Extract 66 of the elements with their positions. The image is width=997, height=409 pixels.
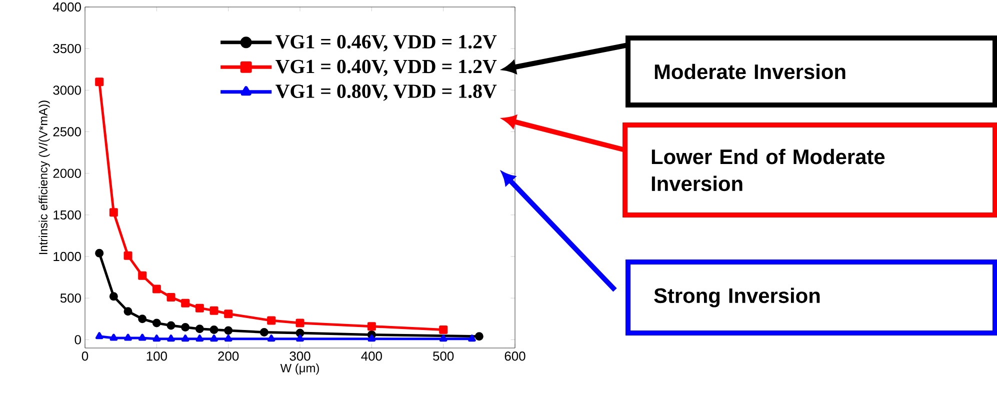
point (181, 298, 190, 308)
point (109, 292, 118, 301)
x-tick-label: 100 (146, 352, 167, 361)
x-tick-label: 300 (290, 352, 310, 361)
y-tick-label: 2500 (53, 127, 81, 136)
point (95, 78, 104, 86)
point (296, 318, 304, 328)
x-tick-label: 200 (218, 352, 239, 361)
point (474, 332, 484, 341)
point (138, 271, 147, 280)
y-tick-label: 0 (74, 335, 81, 344)
point (224, 334, 232, 342)
point (439, 334, 448, 342)
point (95, 332, 104, 340)
y-tick-label: 1500 (54, 210, 81, 220)
y-tick-label: 3000 (53, 86, 81, 95)
point (124, 307, 132, 316)
point (138, 314, 147, 324)
point (296, 328, 304, 338)
point (152, 334, 161, 342)
point (166, 321, 176, 330)
point (210, 325, 218, 334)
point (95, 248, 104, 258)
point (124, 334, 132, 341)
x-tick-label: 0 (82, 352, 88, 361)
point (195, 304, 204, 312)
point (109, 208, 118, 217)
y-axis-title: Intrinsic efficiency (V/(V*mA)) (38, 100, 50, 254)
point (368, 334, 376, 342)
x-tick-label: 500 (433, 352, 454, 361)
point (210, 306, 218, 315)
x-tick-label: 600 (504, 352, 526, 361)
point (196, 334, 204, 342)
point (152, 284, 161, 294)
text: Strong Inversion (654, 288, 820, 308)
point (260, 328, 268, 336)
point (224, 310, 233, 318)
y-tick-label: 2000 (53, 168, 81, 178)
point (195, 324, 204, 334)
point (224, 326, 233, 335)
point (167, 334, 175, 342)
y-tick-label: 3500 (53, 44, 81, 54)
x-tick-label: 400 (361, 352, 382, 361)
point (181, 322, 190, 332)
point (267, 334, 276, 342)
point (110, 334, 118, 341)
point (124, 251, 132, 260)
legend-label: VG1 = 0.40V, VDD = 1.2V (276, 60, 497, 76)
point (138, 334, 146, 341)
point (181, 334, 190, 342)
point (367, 322, 376, 331)
point (439, 325, 448, 334)
point (210, 334, 218, 342)
point (267, 316, 276, 325)
point (296, 334, 304, 342)
legend-label: VG1 = 0.46V, VDD = 1.2V (276, 35, 497, 52)
text: Moderate Inversion (654, 64, 846, 80)
legend-label: VG1 = 0.80V, VDD = 1.8V (276, 84, 497, 101)
y-tick-label: 500 (60, 294, 81, 303)
point (152, 318, 161, 328)
y-tick-label: 1000 (54, 252, 81, 262)
point (166, 293, 176, 302)
text: Lower End of Moderate Inversion (652, 148, 885, 192)
point (468, 334, 476, 342)
y-tick-label: 4000 (52, 2, 81, 12)
x-axis-title: W (μm) (280, 364, 319, 375)
